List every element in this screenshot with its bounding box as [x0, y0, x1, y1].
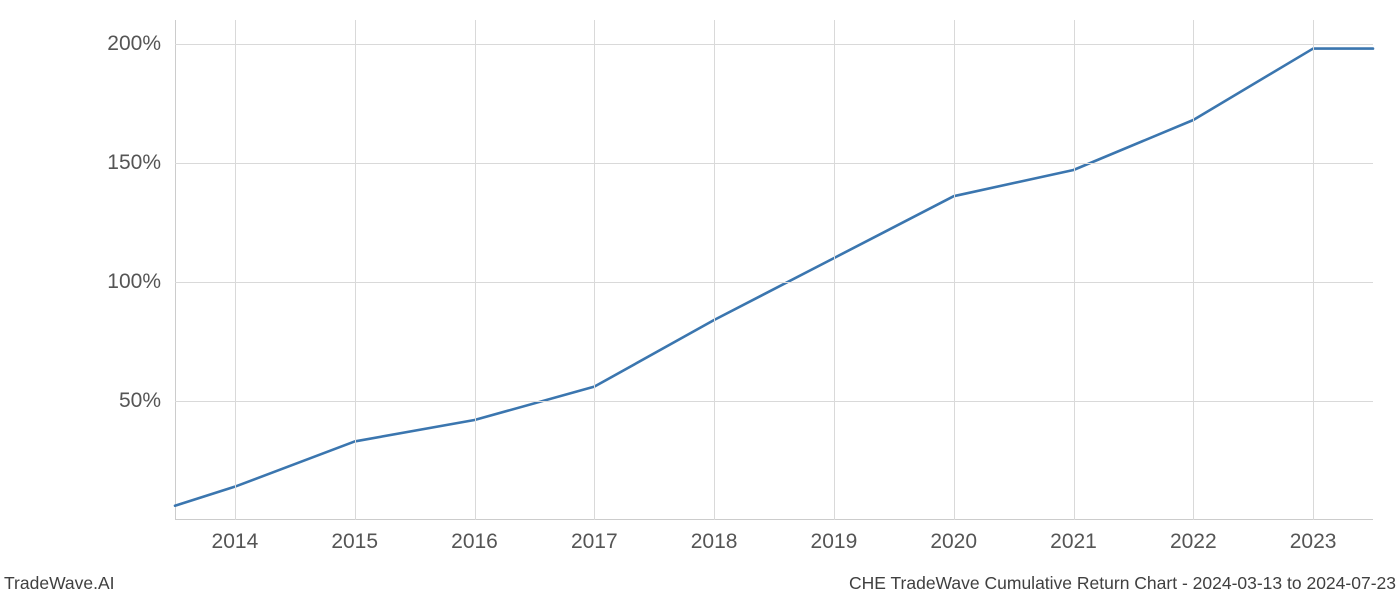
gridline-horizontal	[175, 401, 1373, 402]
gridline-vertical	[475, 20, 476, 520]
x-tick-label: 2016	[451, 530, 498, 554]
y-tick-label: 200%	[107, 32, 161, 56]
plot-area	[175, 20, 1373, 520]
x-tick-label: 2022	[1170, 530, 1217, 554]
x-tick-label: 2019	[811, 530, 858, 554]
x-tick-label: 2020	[930, 530, 977, 554]
gridline-horizontal	[175, 282, 1373, 283]
gridline-vertical	[355, 20, 356, 520]
chart-container: TradeWave.AI CHE TradeWave Cumulative Re…	[0, 0, 1400, 600]
x-tick-label: 2021	[1050, 530, 1097, 554]
x-tick-label: 2017	[571, 530, 618, 554]
gridline-vertical	[235, 20, 236, 520]
gridline-vertical	[834, 20, 835, 520]
gridline-vertical	[1313, 20, 1314, 520]
footer-right-text: CHE TradeWave Cumulative Return Chart - …	[849, 573, 1396, 594]
footer-left-text: TradeWave.AI	[4, 573, 115, 594]
x-tick-label: 2015	[331, 530, 378, 554]
x-tick-label: 2014	[212, 530, 259, 554]
gridline-horizontal	[175, 44, 1373, 45]
gridline-vertical	[1074, 20, 1075, 520]
y-tick-label: 150%	[107, 151, 161, 175]
gridline-vertical	[714, 20, 715, 520]
x-tick-label: 2018	[691, 530, 738, 554]
y-tick-label: 50%	[119, 389, 161, 413]
gridline-vertical	[954, 20, 955, 520]
x-tick-label: 2023	[1290, 530, 1337, 554]
gridline-vertical	[1193, 20, 1194, 520]
y-tick-label: 100%	[107, 270, 161, 294]
gridline-vertical	[594, 20, 595, 520]
gridline-horizontal	[175, 163, 1373, 164]
